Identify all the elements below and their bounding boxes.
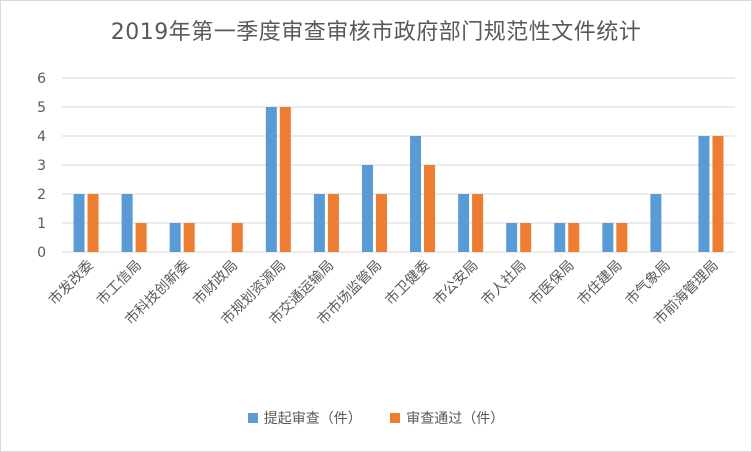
bar-submitted-10 (554, 223, 566, 252)
x-category-label: 市发改委 (45, 257, 97, 309)
legend-label-submitted: 提起审查（件） (263, 411, 362, 427)
bar-submitted-1 (121, 194, 133, 252)
x-category-label: 市医保局 (526, 257, 578, 309)
bar-submitted-5 (313, 194, 325, 252)
bar-submitted-0 (73, 194, 85, 252)
x-category-label: 市人社局 (478, 257, 530, 309)
y-tick-label: 5 (37, 100, 46, 116)
bar-approved-10 (568, 223, 580, 252)
bar-approved-3 (231, 223, 243, 252)
y-tick-label: 1 (37, 216, 46, 232)
y-tick-label: 6 (37, 71, 46, 87)
bar-approved-0 (87, 194, 99, 252)
x-category-label: 市公安局 (430, 257, 482, 309)
y-tick-label: 2 (37, 187, 46, 203)
bar-submitted-11 (602, 223, 614, 252)
bar-approved-9 (520, 223, 532, 252)
chart-legend: 提起审查（件） 审查通过（件） (0, 408, 752, 428)
legend-item-approved: 审查通过（件） (390, 408, 504, 428)
y-tick-label: 3 (37, 158, 46, 174)
bar-approved-1 (135, 223, 147, 252)
bar-submitted-6 (361, 165, 373, 252)
bar-submitted-12 (650, 194, 662, 252)
x-category-label: 市卫健委 (382, 257, 434, 309)
y-tick-label: 0 (37, 245, 46, 261)
legend-swatch-approved (390, 413, 401, 423)
bar-submitted-4 (265, 107, 277, 252)
bar-submitted-2 (169, 223, 181, 252)
bar-approved-13 (712, 136, 724, 252)
chart-title: 2019年第一季度审查审核市政府部门规范性文件统计 (110, 20, 642, 45)
bar-approved-11 (616, 223, 628, 252)
bar-approved-2 (183, 223, 195, 252)
bar-approved-7 (424, 165, 436, 252)
bar-approved-4 (279, 107, 291, 252)
bar-approved-6 (375, 194, 387, 252)
y-tick-label: 4 (37, 129, 46, 145)
bar-submitted-8 (458, 194, 470, 252)
legend-label-approved: 审查通过（件） (406, 411, 505, 427)
bar-submitted-13 (698, 136, 710, 252)
x-category-label: 市住建局 (574, 257, 626, 309)
legend-item-submitted: 提起审查（件） (247, 408, 362, 428)
bar-submitted-9 (506, 223, 518, 252)
bar-approved-5 (327, 194, 339, 252)
bar-submitted-7 (410, 136, 422, 252)
bar-approved-8 (472, 194, 484, 252)
legend-swatch-submitted (247, 413, 258, 423)
